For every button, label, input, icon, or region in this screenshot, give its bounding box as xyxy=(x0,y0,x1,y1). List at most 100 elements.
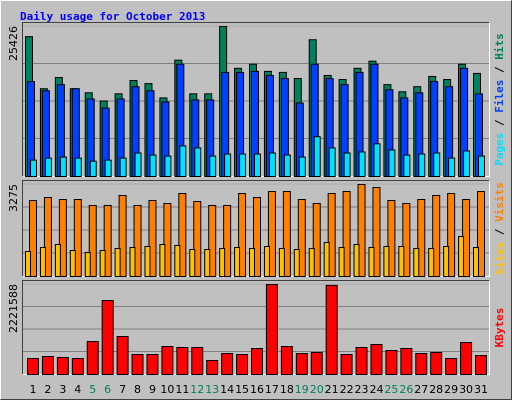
bar xyxy=(191,347,204,375)
plot-bevel-dark xyxy=(22,22,490,177)
x-tick-label: 9 xyxy=(149,383,156,396)
bar xyxy=(433,152,441,178)
bar xyxy=(373,143,381,177)
bar xyxy=(295,353,308,376)
bar xyxy=(387,199,396,277)
bar xyxy=(119,157,127,178)
legend-separator: / xyxy=(493,222,506,242)
bar xyxy=(234,247,241,277)
bar xyxy=(297,199,306,277)
bar xyxy=(478,155,485,178)
x-tick-label: 27 xyxy=(414,383,428,396)
bar xyxy=(84,252,91,277)
x-tick-label: 25 xyxy=(384,383,398,396)
bar xyxy=(39,247,46,277)
bar xyxy=(343,152,351,178)
x-tick-label: 20 xyxy=(310,383,324,396)
bar xyxy=(357,184,366,277)
bar xyxy=(193,200,202,277)
bar xyxy=(415,353,428,376)
bar xyxy=(323,242,330,277)
x-tick-label: 7 xyxy=(119,383,126,396)
bar xyxy=(268,152,276,178)
legend: Sites / Visits xyxy=(493,182,506,275)
bar xyxy=(398,245,405,277)
bar xyxy=(104,159,112,177)
bar xyxy=(131,354,144,375)
x-tick-label: 24 xyxy=(369,383,383,396)
bar xyxy=(263,245,270,277)
x-tick-label: 10 xyxy=(160,383,174,396)
bar xyxy=(101,300,114,376)
x-tick-label: 26 xyxy=(399,383,413,396)
chart-title: Daily usage for October 2013 xyxy=(20,10,205,23)
bar xyxy=(267,190,276,277)
bar xyxy=(174,244,181,278)
bar xyxy=(428,247,435,278)
bar xyxy=(358,151,366,177)
x-tick-label: 19 xyxy=(295,383,309,396)
legend: Pages / Files / Hits xyxy=(493,33,506,166)
legend-label: Files xyxy=(493,80,506,113)
bar xyxy=(159,244,166,277)
bar xyxy=(282,190,291,277)
bar xyxy=(148,199,157,277)
bar xyxy=(254,153,261,177)
y-tick-label: 25426 xyxy=(7,26,20,61)
bar xyxy=(73,199,82,277)
bar xyxy=(30,159,37,177)
bar xyxy=(385,350,398,376)
bar xyxy=(283,154,291,177)
x-tick-label: 8 xyxy=(134,383,141,396)
plot-bevel-dark xyxy=(22,280,490,375)
bar xyxy=(74,157,82,178)
y-tick-label: 2221588 xyxy=(7,284,20,333)
bar xyxy=(370,344,383,375)
x-tick-label: 28 xyxy=(429,383,443,396)
x-tick-label: 11 xyxy=(175,383,189,396)
bar xyxy=(206,360,219,376)
x-tick-label: 18 xyxy=(280,383,294,396)
bar xyxy=(249,247,255,278)
legend-separator: / xyxy=(493,60,506,80)
x-tick-label: 5 xyxy=(89,383,96,396)
bar xyxy=(238,192,247,278)
legend: KBytes xyxy=(493,308,506,348)
bar xyxy=(402,202,411,278)
bar xyxy=(41,356,54,375)
x-tick-label: 22 xyxy=(340,383,354,396)
bar xyxy=(149,154,157,177)
bar xyxy=(475,355,487,376)
bar xyxy=(445,358,458,376)
bar xyxy=(58,199,67,277)
bar xyxy=(432,194,441,277)
bar xyxy=(208,204,217,277)
bar xyxy=(224,153,232,177)
bar xyxy=(418,153,426,177)
bar xyxy=(403,154,411,177)
bar xyxy=(477,190,485,277)
bar xyxy=(103,204,112,277)
bar xyxy=(133,204,142,277)
x-tick-label: 2 xyxy=(44,383,51,396)
plot-bevel-dark xyxy=(22,180,490,277)
bar xyxy=(293,249,300,277)
bar xyxy=(328,147,336,178)
x-tick-label: 14 xyxy=(220,383,234,396)
bar xyxy=(447,192,456,278)
bar xyxy=(27,358,39,376)
bar xyxy=(221,353,234,376)
bar xyxy=(251,348,263,376)
x-tick-label: 31 xyxy=(474,383,488,396)
x-tick-label: 4 xyxy=(74,383,81,396)
bar xyxy=(88,204,97,277)
bar xyxy=(265,284,278,375)
x-tick-label: 15 xyxy=(235,383,249,396)
bar xyxy=(161,346,174,376)
y-tick-label: 3275 xyxy=(7,184,20,212)
bar xyxy=(400,348,413,376)
bar xyxy=(118,194,127,277)
bar xyxy=(44,157,52,178)
bar xyxy=(239,153,247,177)
